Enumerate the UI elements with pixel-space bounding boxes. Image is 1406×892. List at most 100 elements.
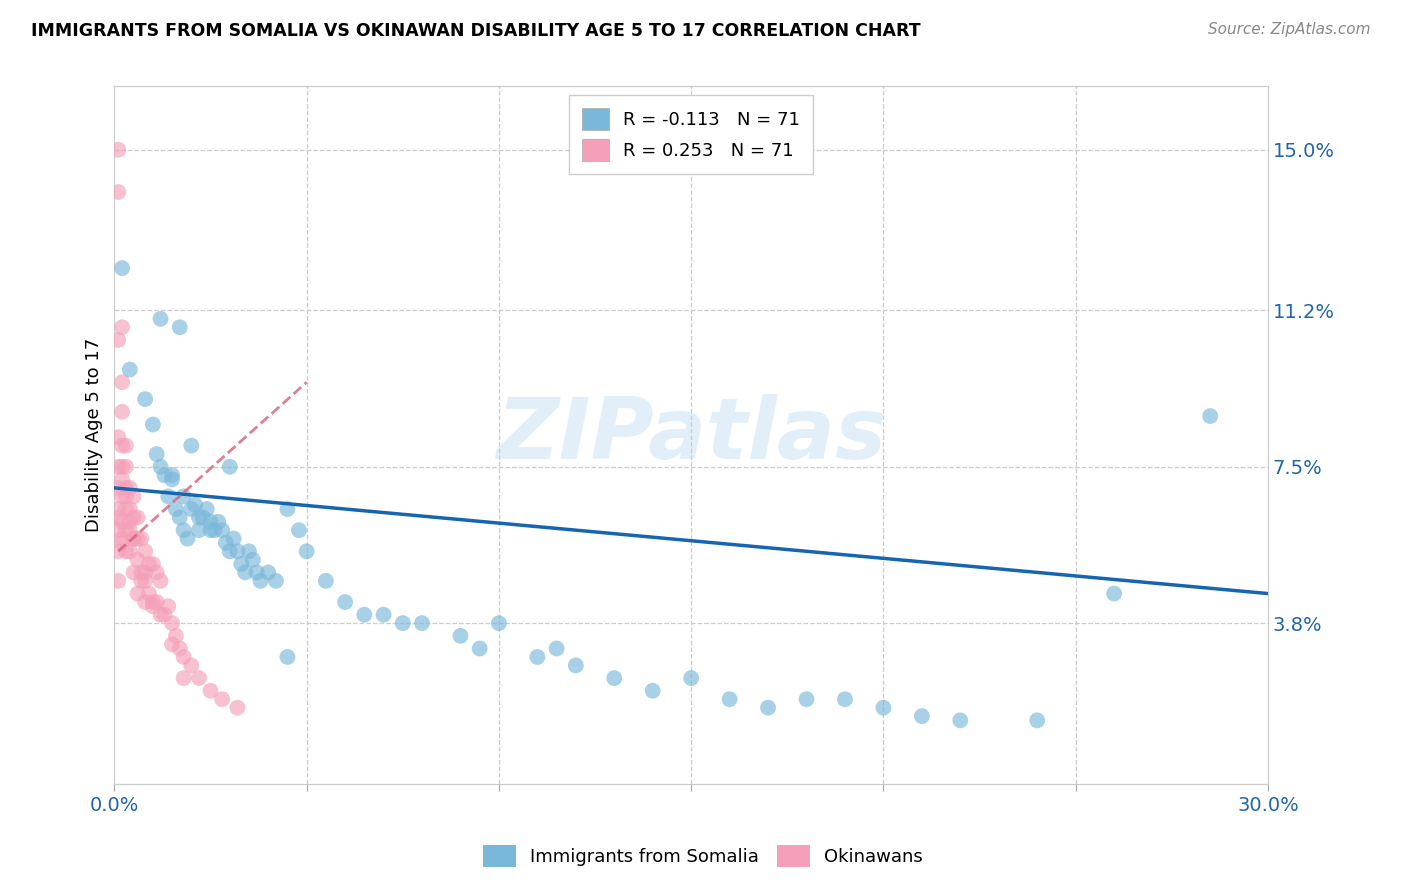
Point [131,566,153,580]
Point [107,544,129,558]
Point [1199,409,1222,423]
Point [200,683,222,698]
Point [157,489,180,503]
Point [215,536,238,550]
Point [165,502,187,516]
Point [468,641,491,656]
Point [1102,586,1125,600]
Y-axis label: Disability Age 5 to 17: Disability Age 5 to 17 [86,338,103,533]
Point [391,616,413,631]
Point [122,489,145,503]
Point [191,510,214,524]
Point [134,595,156,609]
Point [911,709,934,723]
Point [218,544,240,558]
Point [169,510,191,524]
Point [718,692,741,706]
Point [211,523,233,537]
Legend: R = -0.113   N = 71, R = 0.253   N = 71: R = -0.113 N = 71, R = 0.253 N = 71 [569,95,813,174]
Point [134,544,156,558]
Point [111,536,134,550]
Point [115,544,138,558]
Point [188,510,211,524]
Point [233,566,256,580]
Point [603,671,626,685]
Point [872,700,894,714]
Point [149,607,172,622]
Point [242,553,264,567]
Point [157,599,180,614]
Point [134,566,156,580]
Point [149,459,172,474]
Point [949,714,972,728]
Point [169,641,191,656]
Point [127,553,149,567]
Point [118,544,141,558]
Point [142,595,165,609]
Point [145,566,167,580]
Point [107,523,129,537]
Point [127,510,149,524]
Point [115,481,138,495]
Point [138,586,160,600]
Point [641,683,664,698]
Point [111,472,134,486]
Point [160,472,183,486]
Point [118,502,141,516]
Point [176,532,198,546]
Point [276,649,298,664]
Point [160,616,183,631]
Point [149,311,172,326]
Point [756,700,779,714]
Point [142,557,165,571]
Point [180,439,202,453]
Point [145,595,167,609]
Point [142,599,165,614]
Point [153,468,176,483]
Point [373,607,395,622]
Point [173,523,195,537]
Point [796,692,818,706]
Point [115,523,138,537]
Point [160,468,183,483]
Point [249,574,271,588]
Point [142,417,165,432]
Point [169,320,191,334]
Point [107,333,129,347]
Point [411,616,433,631]
Point [122,532,145,546]
Point [546,641,568,656]
Text: Source: ZipAtlas.com: Source: ZipAtlas.com [1208,22,1371,37]
Point [526,649,548,664]
Point [681,671,703,685]
Point [115,439,138,453]
Point [222,532,245,546]
Point [238,544,260,558]
Point [295,544,318,558]
Point [200,523,222,537]
Point [107,143,129,157]
Point [226,544,249,558]
Point [134,574,156,588]
Point [165,629,187,643]
Point [315,574,337,588]
Point [226,700,249,714]
Point [188,671,211,685]
Point [118,523,141,537]
Point [1026,714,1049,728]
Point [111,261,134,276]
Point [107,459,129,474]
Legend: Immigrants from Somalia, Okinawans: Immigrants from Somalia, Okinawans [474,836,932,876]
Point [107,481,129,495]
Point [218,459,240,474]
Point [111,532,134,546]
Point [834,692,856,706]
Point [231,557,253,571]
Point [131,532,153,546]
Text: ZIPatlas: ZIPatlas [496,393,886,476]
Point [264,574,287,588]
Point [111,405,134,419]
Text: IMMIGRANTS FROM SOMALIA VS OKINAWAN DISABILITY AGE 5 TO 17 CORRELATION CHART: IMMIGRANTS FROM SOMALIA VS OKINAWAN DISA… [31,22,921,40]
Point [122,566,145,580]
Point [200,515,222,529]
